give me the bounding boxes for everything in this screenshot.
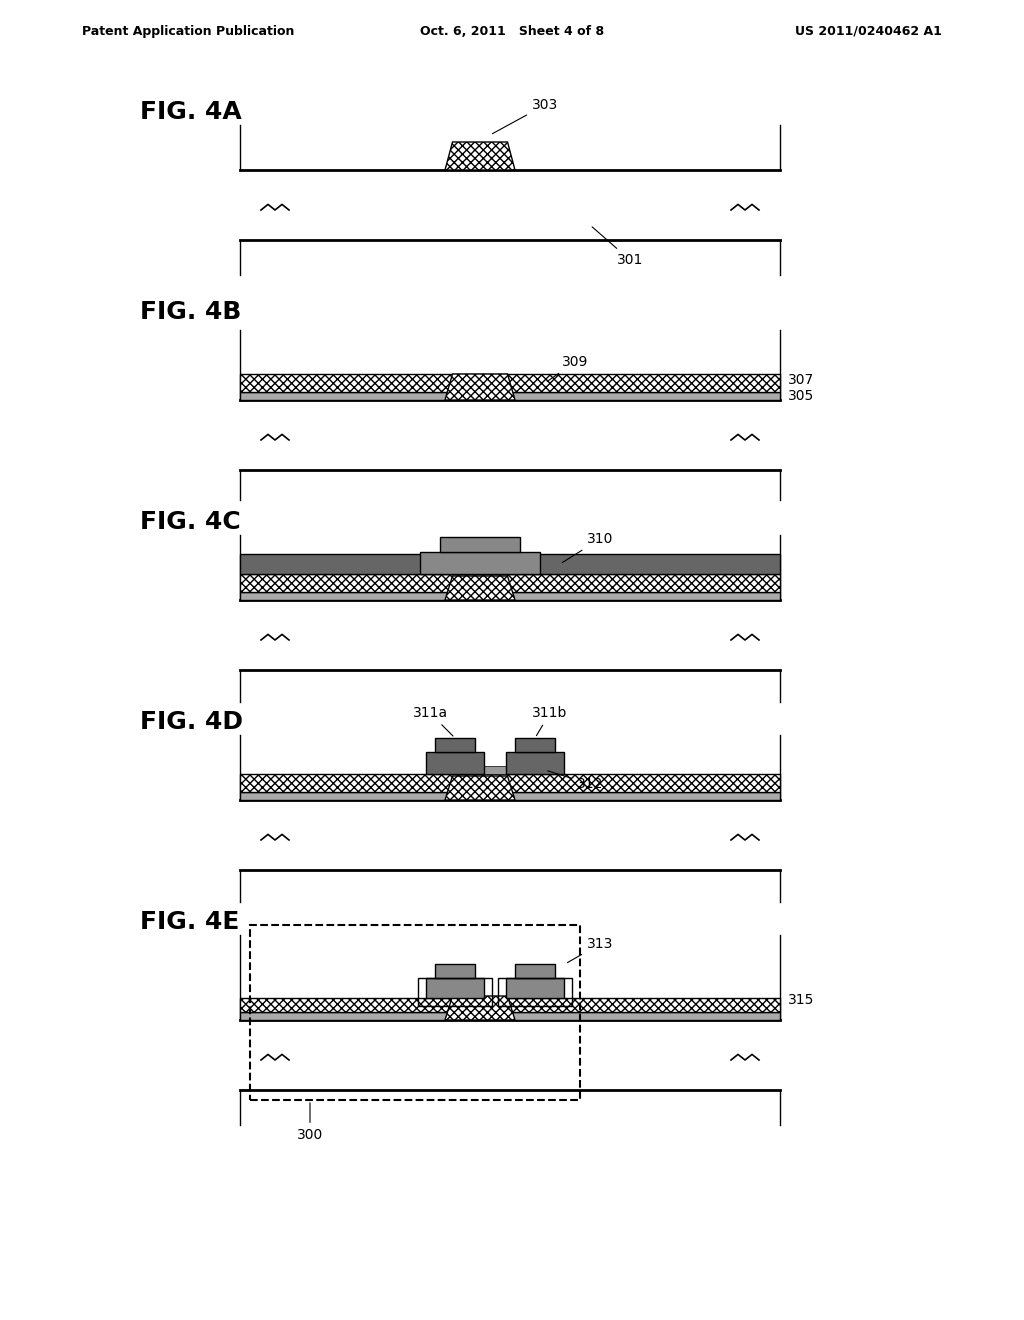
Text: FIG. 4A: FIG. 4A — [140, 100, 242, 124]
Polygon shape — [445, 997, 515, 1020]
Text: FIG. 4D: FIG. 4D — [140, 710, 243, 734]
Polygon shape — [445, 143, 515, 170]
Bar — [240, 554, 780, 574]
Text: FIG. 4B: FIG. 4B — [140, 300, 242, 323]
Bar — [426, 752, 484, 774]
Bar — [435, 964, 475, 978]
Bar — [420, 552, 540, 574]
Bar — [240, 170, 780, 240]
Bar — [240, 392, 780, 400]
Text: 311a: 311a — [413, 706, 453, 737]
Text: 310: 310 — [562, 532, 613, 562]
Bar — [240, 374, 780, 392]
Bar — [250, 925, 580, 1100]
Text: US 2011/0240462 A1: US 2011/0240462 A1 — [795, 25, 942, 38]
Text: Patent Application Publication: Patent Application Publication — [82, 25, 294, 38]
Bar — [440, 537, 520, 552]
Text: 303: 303 — [493, 98, 558, 133]
Bar — [240, 400, 780, 470]
Bar — [515, 964, 555, 978]
Bar — [240, 591, 780, 601]
Bar — [240, 774, 780, 792]
Bar — [515, 738, 555, 752]
Text: 300: 300 — [297, 1102, 324, 1142]
Text: 307: 307 — [788, 374, 814, 387]
Bar — [498, 978, 572, 1006]
Text: 313: 313 — [567, 937, 613, 962]
Bar — [240, 792, 780, 800]
Bar — [506, 978, 564, 998]
Text: 312: 312 — [548, 771, 603, 791]
Bar — [240, 574, 780, 591]
Text: 301: 301 — [592, 227, 643, 267]
Bar — [240, 998, 780, 1012]
Bar — [418, 978, 492, 1006]
Text: 315: 315 — [788, 993, 814, 1007]
Polygon shape — [445, 576, 515, 601]
Text: 311b: 311b — [532, 706, 567, 735]
Bar — [240, 1012, 780, 1020]
Text: FIG. 4C: FIG. 4C — [140, 510, 241, 535]
Bar — [240, 800, 780, 870]
Polygon shape — [445, 776, 515, 800]
Text: FIG. 4E: FIG. 4E — [140, 909, 240, 935]
Bar — [435, 738, 475, 752]
Bar — [240, 1020, 780, 1090]
Text: 309: 309 — [547, 355, 588, 381]
Bar — [506, 752, 564, 774]
Text: 305: 305 — [788, 389, 814, 403]
Text: Oct. 6, 2011   Sheet 4 of 8: Oct. 6, 2011 Sheet 4 of 8 — [420, 25, 604, 38]
Polygon shape — [445, 374, 515, 400]
Bar — [426, 766, 564, 774]
Bar — [426, 978, 484, 998]
Bar — [240, 601, 780, 671]
